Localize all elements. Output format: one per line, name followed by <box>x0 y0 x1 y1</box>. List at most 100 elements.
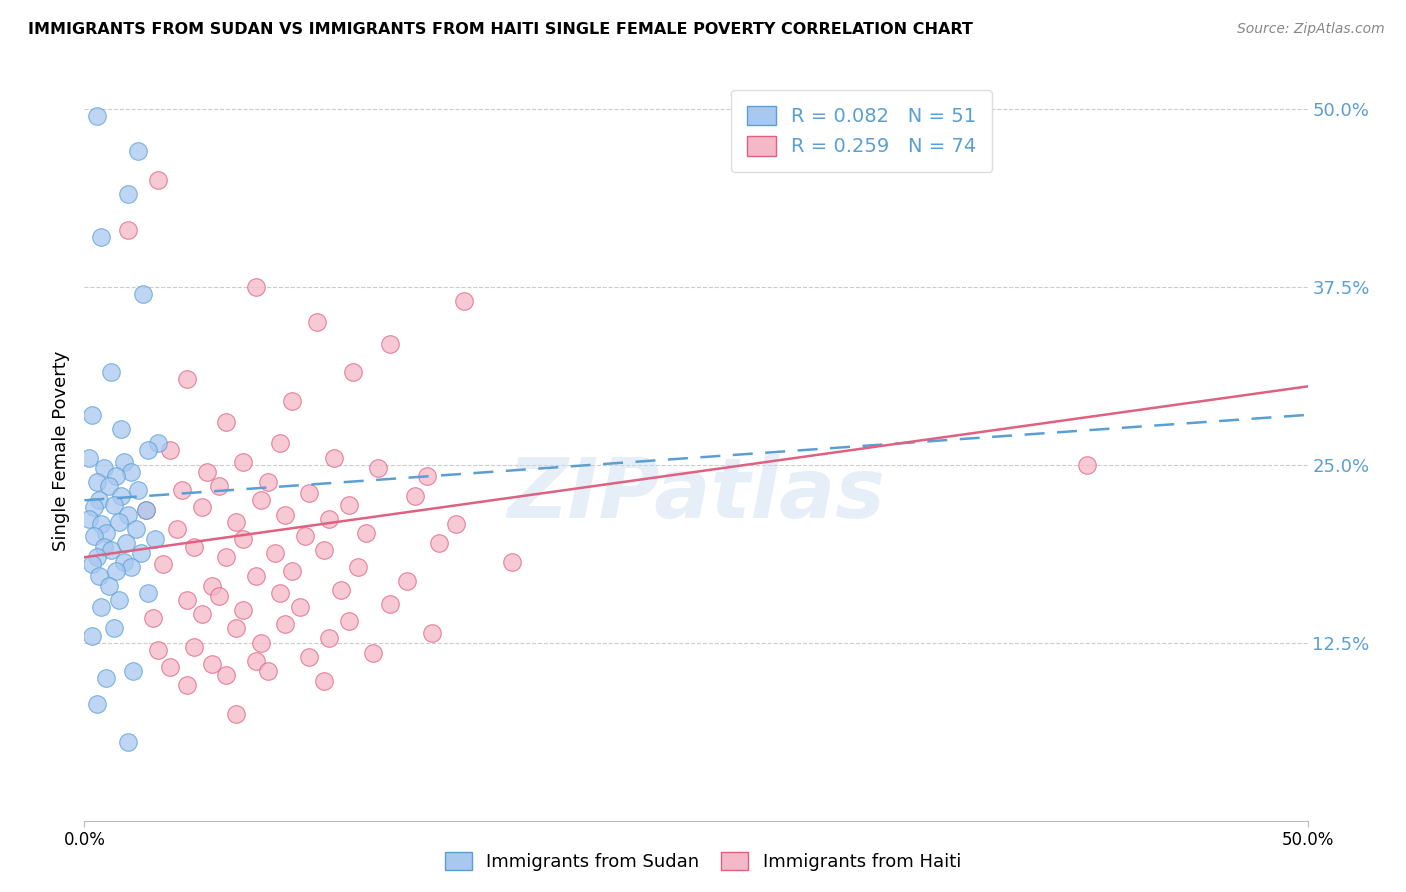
Point <box>404 489 426 503</box>
Point <box>107 593 129 607</box>
Point <box>96 671 118 685</box>
Point <box>215 668 238 682</box>
Point <box>314 543 336 558</box>
Point <box>232 455 254 469</box>
Point <box>274 508 297 522</box>
Point <box>120 560 142 574</box>
Point <box>322 450 344 465</box>
Point <box>142 611 165 625</box>
Point <box>77 450 100 465</box>
Point <box>110 422 132 436</box>
Point <box>232 603 254 617</box>
Point <box>215 550 238 565</box>
Point <box>110 489 132 503</box>
Point <box>195 465 218 479</box>
Text: IMMIGRANTS FROM SUDAN VS IMMIGRANTS FROM HAITI SINGLE FEMALE POVERTY CORRELATION: IMMIGRANTS FROM SUDAN VS IMMIGRANTS FROM… <box>28 22 973 37</box>
Point <box>427 536 450 550</box>
Point <box>444 517 467 532</box>
Point <box>245 654 267 668</box>
Point <box>257 475 280 489</box>
Point <box>191 500 214 515</box>
Point <box>83 500 105 515</box>
Point <box>105 469 128 483</box>
Point <box>318 632 340 646</box>
Point <box>305 315 328 329</box>
Point <box>127 145 149 159</box>
Point <box>208 589 231 603</box>
Point <box>117 223 139 237</box>
Point <box>314 674 336 689</box>
Point <box>86 697 108 711</box>
Point <box>337 615 360 629</box>
Point <box>281 565 304 579</box>
Point <box>166 522 188 536</box>
Point <box>97 479 120 493</box>
Point <box>367 460 389 475</box>
Point <box>120 465 142 479</box>
Point <box>342 365 364 379</box>
Point <box>176 678 198 692</box>
Point <box>380 597 402 611</box>
Point <box>136 443 159 458</box>
Point <box>347 560 370 574</box>
Point <box>245 568 267 582</box>
Point <box>112 555 135 569</box>
Point <box>97 579 120 593</box>
Point <box>288 600 311 615</box>
Point <box>249 493 271 508</box>
Point <box>172 483 194 498</box>
Point <box>420 625 443 640</box>
Point <box>176 372 198 386</box>
Point <box>361 646 384 660</box>
Point <box>232 532 254 546</box>
Point <box>176 593 198 607</box>
Point <box>87 568 110 582</box>
Point <box>112 455 135 469</box>
Point <box>93 460 115 475</box>
Point <box>129 546 152 560</box>
Point <box>159 660 181 674</box>
Y-axis label: Single Female Poverty: Single Female Poverty <box>52 351 70 550</box>
Point <box>77 512 100 526</box>
Point <box>80 408 103 422</box>
Point <box>103 498 125 512</box>
Point <box>274 617 297 632</box>
Point <box>86 109 108 123</box>
Point <box>245 279 267 293</box>
Point <box>354 526 377 541</box>
Point <box>143 532 166 546</box>
Point <box>146 642 169 657</box>
Point <box>298 649 321 664</box>
Point <box>103 622 125 636</box>
Point <box>330 582 353 597</box>
Point <box>125 522 148 536</box>
Point <box>80 558 103 572</box>
Point <box>86 475 108 489</box>
Text: ZIPatlas: ZIPatlas <box>508 454 884 535</box>
Point <box>117 735 139 749</box>
Point <box>117 187 139 202</box>
Point <box>225 515 247 529</box>
Point <box>136 586 159 600</box>
Legend: Immigrants from Sudan, Immigrants from Haiti: Immigrants from Sudan, Immigrants from H… <box>437 845 969 879</box>
Point <box>122 664 145 678</box>
Point <box>135 503 157 517</box>
Point <box>298 486 321 500</box>
Point <box>318 512 340 526</box>
Point <box>83 529 105 543</box>
Point <box>80 628 103 642</box>
Legend: R = 0.082   N = 51, R = 0.259   N = 74: R = 0.082 N = 51, R = 0.259 N = 74 <box>731 90 993 172</box>
Point <box>225 622 247 636</box>
Point <box>96 526 118 541</box>
Point <box>200 579 222 593</box>
Point <box>135 503 157 517</box>
Point <box>87 493 110 508</box>
Point <box>269 436 291 450</box>
Point <box>453 293 475 308</box>
Point <box>86 550 108 565</box>
Point <box>90 600 112 615</box>
Point <box>127 483 149 498</box>
Point <box>146 436 169 450</box>
Point <box>105 565 128 579</box>
Point <box>146 173 169 187</box>
